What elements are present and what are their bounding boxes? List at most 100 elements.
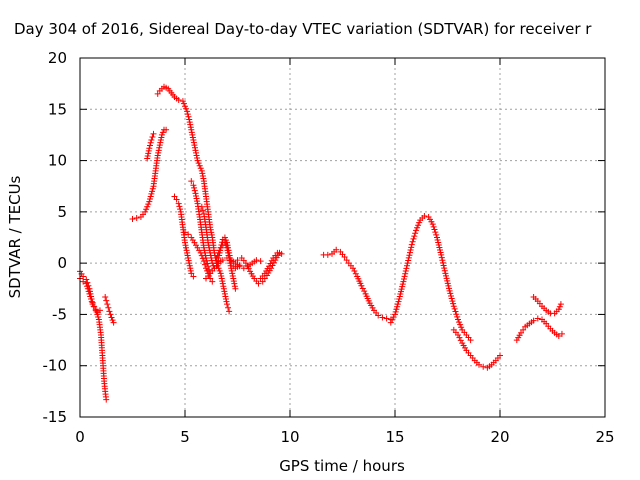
data-point: [185, 231, 192, 238]
data-point: [154, 90, 161, 97]
data-point: [133, 215, 140, 222]
data-point: [230, 275, 237, 282]
data-point: [447, 290, 454, 297]
data-point: [230, 278, 237, 285]
data-point: [177, 206, 184, 213]
data-point: [438, 251, 445, 258]
data-point: [557, 301, 564, 308]
data-point: [158, 134, 165, 141]
x-tick-label: 25: [595, 428, 614, 446]
data-point: [191, 144, 198, 151]
data-point: [439, 257, 446, 264]
data-point: [433, 231, 440, 238]
data-point: [401, 273, 408, 280]
data-point: [199, 172, 206, 179]
data-point: [440, 259, 446, 266]
data-point: [208, 255, 215, 262]
data-point: [193, 192, 200, 199]
y-tick-label: -15: [43, 408, 68, 426]
data-point: [414, 224, 421, 231]
data-point: [415, 222, 422, 229]
data-point: [219, 278, 226, 285]
data-point: [102, 293, 109, 300]
data-point: [458, 324, 465, 331]
data-point: [555, 332, 562, 339]
data-point: [402, 270, 409, 277]
y-tick-label: 5: [57, 203, 67, 221]
data-point: [187, 265, 194, 272]
data-point: [184, 252, 191, 259]
data-point: [183, 244, 190, 251]
data-point: [476, 361, 482, 368]
y-tick-label: -5: [52, 305, 67, 323]
data-point: [375, 312, 382, 319]
data-point: [85, 288, 92, 295]
data-point: [193, 149, 200, 156]
data-point: [187, 267, 194, 274]
data-point: [150, 130, 157, 137]
data-point: [259, 278, 266, 285]
data-point: [200, 244, 207, 251]
data-point: [404, 260, 411, 267]
data-point: [227, 262, 234, 269]
data-point: [146, 145, 153, 152]
data-point: [186, 116, 193, 123]
data-point: [144, 155, 151, 162]
data-point: [231, 280, 238, 287]
data-point: [392, 311, 398, 318]
data-point: [221, 290, 228, 297]
data-point: [184, 249, 191, 256]
data-point: [88, 296, 95, 303]
data-point: [103, 396, 110, 403]
data-point: [155, 149, 162, 156]
data-point: [192, 190, 199, 197]
data-point: [244, 262, 251, 269]
data-point: [451, 305, 458, 312]
plot-area-border: [79, 57, 606, 418]
data-point: [413, 227, 419, 234]
y-axis-label: SDTVAR / TECUs: [6, 175, 24, 298]
data-point: [194, 157, 201, 164]
data-point: [224, 255, 230, 262]
x-tick-label: 20: [490, 428, 509, 446]
data-point: [221, 288, 228, 295]
data-point: [88, 298, 95, 305]
data-point: [253, 257, 260, 264]
data-point: [182, 242, 189, 249]
data-point: [190, 182, 197, 189]
data-point: [80, 278, 87, 285]
data-point: [221, 234, 228, 241]
data-point: [220, 285, 227, 292]
data-point: [448, 295, 455, 302]
data-point: [207, 252, 214, 259]
data-point: [187, 124, 194, 131]
data-point: [438, 254, 445, 261]
data-point: [232, 285, 239, 292]
data-point: [191, 184, 198, 191]
data-point: [409, 238, 416, 245]
data-point: [231, 283, 238, 290]
data-point: [467, 337, 474, 344]
data-point: [145, 147, 152, 154]
axis-ticks: 0 5 10 15 20 25 -15 -10 -5 0 5 10 15 20: [43, 49, 615, 446]
data-point: [556, 303, 563, 310]
y-tick-label: 0: [57, 254, 67, 272]
data-point: [206, 247, 213, 254]
data-point: [245, 265, 252, 272]
data-point: [383, 315, 390, 322]
data-point: [402, 268, 409, 275]
data-point: [199, 207, 206, 214]
data-point: [191, 187, 198, 194]
data-point: [216, 247, 223, 254]
data-point: [257, 258, 264, 265]
data-point: [457, 321, 464, 328]
data-point: [108, 314, 115, 321]
data-point: [448, 292, 454, 299]
data-point: [403, 265, 410, 272]
data-point: [416, 219, 423, 226]
data-point: [405, 257, 412, 264]
data-point: [96, 307, 103, 314]
data-point: [224, 244, 230, 251]
data-point: [534, 315, 541, 322]
